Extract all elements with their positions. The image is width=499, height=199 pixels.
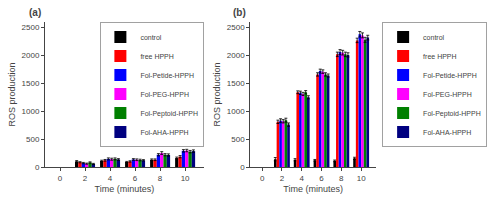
svg-text:Fol-Peptoid-HPPH: Fol-Peptoid-HPPH [423,110,481,118]
svg-text:ROS production: ROS production [212,62,222,126]
svg-text:10: 10 [181,174,190,183]
svg-text:Fol-Peptoid-HPPH: Fol-Peptoid-HPPH [140,110,198,118]
svg-text:4: 4 [108,174,113,183]
svg-text:1000: 1000 [22,107,40,116]
svg-text:10: 10 [357,174,366,183]
svg-text:Fol-PEG-HPPH: Fol-PEG-HPPH [140,91,189,98]
svg-text:2000: 2000 [22,51,40,60]
svg-text:1500: 1500 [22,79,40,88]
svg-text:control: control [140,34,161,41]
svg-text:4: 4 [299,174,304,183]
svg-text:control: control [423,34,444,41]
svg-text:0: 0 [240,163,245,172]
svg-text:0: 0 [58,174,63,183]
svg-text:Time (minutes): Time (minutes) [283,184,343,194]
svg-text:(a): (a) [29,7,41,18]
svg-text:Fol-AHA-HPPH: Fol-AHA-HPPH [423,129,471,136]
svg-text:8: 8 [339,174,344,183]
svg-text:2500: 2500 [22,23,40,32]
svg-text:Fol-PEG-HPPH: Fol-PEG-HPPH [423,91,472,98]
svg-text:ROS production: ROS production [7,62,17,126]
svg-text:2500: 2500 [227,23,245,32]
svg-text:Time (minutes): Time (minutes) [95,184,155,194]
svg-text:Fol-Petide-HPPH: Fol-Petide-HPPH [140,72,194,79]
svg-text:2000: 2000 [227,51,245,60]
svg-text:0: 0 [35,163,40,172]
svg-text:1000: 1000 [227,107,245,116]
svg-text:Fol-AHA-HPPH: Fol-AHA-HPPH [140,129,188,136]
svg-text:2: 2 [83,174,88,183]
svg-text:1500: 1500 [227,79,245,88]
svg-text:8: 8 [158,174,163,183]
svg-text:6: 6 [133,174,138,183]
svg-text:2: 2 [280,174,285,183]
svg-text:6: 6 [319,174,324,183]
svg-text:free HPPH: free HPPH [423,53,456,60]
svg-text:Fol-Petide-HPPH: Fol-Petide-HPPH [423,72,477,79]
svg-text:free HPPH: free HPPH [140,53,173,60]
svg-text:(b): (b) [233,7,246,18]
svg-text:500: 500 [231,135,245,144]
svg-text:500: 500 [26,135,40,144]
svg-text:0: 0 [260,174,265,183]
